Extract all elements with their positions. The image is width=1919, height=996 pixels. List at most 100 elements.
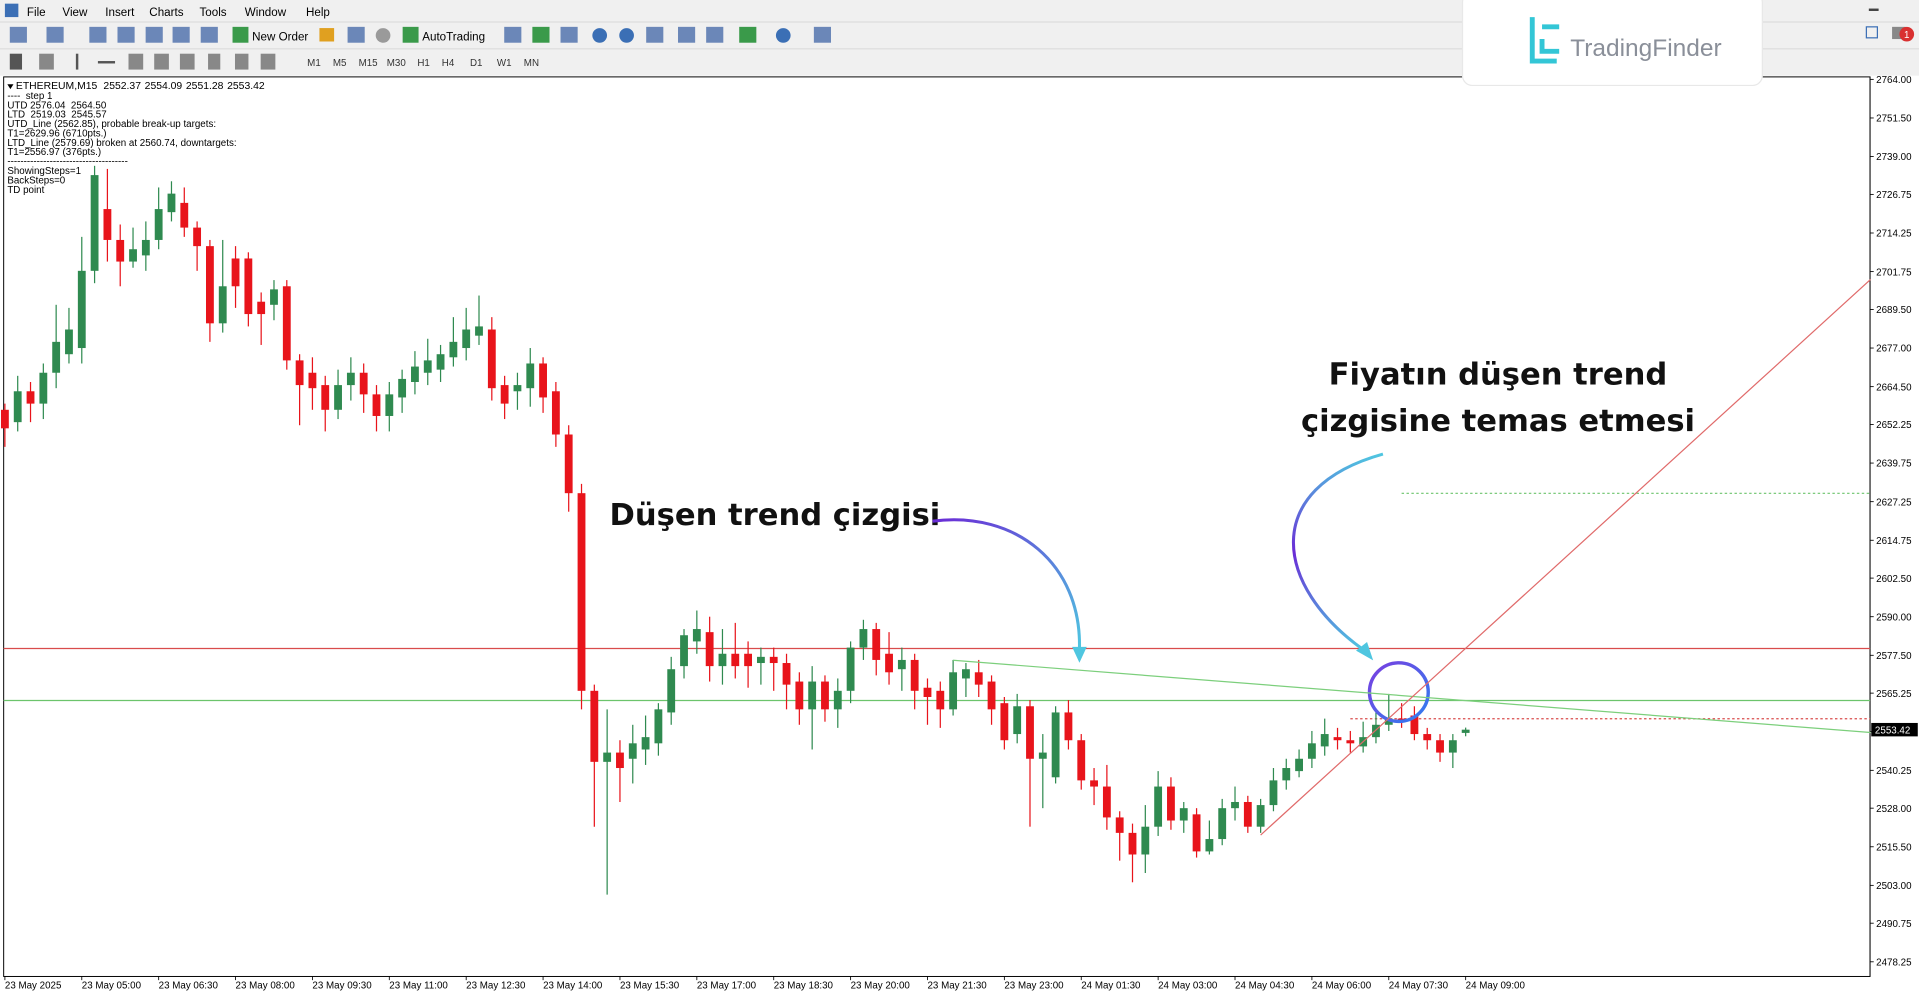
candle-body (885, 653, 893, 673)
icon (319, 28, 335, 42)
candle-body (1243, 801, 1252, 827)
timeframe-button[interactable]: M30 (387, 58, 407, 69)
candle-body (1436, 740, 1444, 753)
candle-body (1128, 832, 1137, 855)
candle-body (411, 366, 419, 383)
menu-item[interactable]: File (27, 6, 46, 19)
icon (208, 53, 221, 70)
y-tick-label: 2503.00 (1876, 881, 1912, 892)
candle-body (897, 659, 906, 670)
x-tick-label: 24 May 03:00 (1158, 981, 1218, 992)
candle-body (1077, 740, 1086, 781)
info-line: UTD_Line (2562.85), probable break-up ta… (7, 119, 216, 130)
candle-body (475, 326, 483, 336)
candle-body (577, 493, 586, 691)
icon (9, 53, 23, 70)
menu-item[interactable]: Tools (199, 6, 226, 19)
arrow (932, 518, 1081, 650)
x-tick-label: 24 May 06:00 (1312, 981, 1372, 992)
info-line: TD point (7, 185, 44, 196)
icon (75, 53, 79, 70)
y-tick-label: 2515.50 (1876, 842, 1912, 853)
icon (232, 26, 249, 43)
x-tick-label: 23 May 14:00 (543, 981, 603, 992)
y-tick-label: 2739.00 (1876, 152, 1912, 163)
x-tick-label: 23 May 21:30 (927, 981, 987, 992)
candle-body (1307, 743, 1316, 759)
timeframe-button[interactable]: MN (524, 58, 539, 69)
y-tick-label: 2751.50 (1876, 114, 1912, 125)
candle-body (1256, 805, 1265, 827)
header-arrow (7, 84, 14, 90)
y-tick-label: 2602.50 (1876, 574, 1912, 585)
icon (172, 26, 190, 43)
candle-body (923, 687, 932, 697)
candle-body (692, 629, 701, 642)
candle-body (1448, 740, 1457, 753)
info-line: ShowingSteps=1 (7, 166, 81, 177)
x-tick-label: 23 May 23:00 (1004, 981, 1064, 992)
candle-body (616, 752, 624, 769)
minimize[interactable] (1868, 8, 1879, 11)
x-tick-label: 23 May 09:30 (312, 981, 372, 992)
x-tick-label: 24 May 09:00 (1466, 981, 1526, 992)
candle-body (1090, 780, 1098, 787)
menu-item[interactable]: Insert (105, 6, 135, 19)
y-tick-label: 2639.75 (1876, 459, 1912, 470)
candle-body (167, 193, 176, 213)
candle-body (1282, 768, 1291, 781)
menu-item[interactable]: Window (245, 6, 287, 19)
logo: TradingFinder (1461, 0, 1763, 87)
trend-line (1260, 279, 1871, 836)
timeframe-button[interactable]: H1 (417, 58, 430, 69)
menu-item[interactable]: View (62, 6, 88, 19)
timeframe-button[interactable]: D1 (470, 58, 483, 69)
menu-item[interactable]: Charts (149, 6, 183, 19)
timeframe-button[interactable]: M15 (359, 58, 379, 69)
search[interactable] (1865, 26, 1879, 39)
toolbar-button[interactable]: AutoTrading (422, 30, 485, 43)
candle-body (769, 656, 778, 664)
candle-body (385, 394, 394, 416)
icon (97, 61, 116, 64)
candle-body (1141, 826, 1150, 855)
icon (532, 26, 550, 43)
y-tick-label: 2627.25 (1876, 497, 1912, 508)
icon (402, 26, 419, 43)
y-tick-label: 2478.25 (1876, 957, 1912, 968)
price-tag (1871, 722, 1918, 737)
x-tick-label: 23 May 17:00 (697, 981, 757, 992)
candle-body (1000, 703, 1009, 741)
candle-body (193, 227, 202, 247)
y-tick-label: 2726.75 (1876, 190, 1912, 201)
header-value: 2554.09 (145, 81, 183, 92)
plot (0, 165, 1871, 895)
toolbar-button[interactable]: New Order (252, 30, 308, 43)
logo-box (1461, 0, 1763, 87)
x-tick-label: 23 May 11:00 (389, 981, 448, 992)
candle-body (680, 635, 688, 667)
menu-item[interactable]: Help (306, 6, 330, 19)
x-tick-label: 23 May 08:00 (236, 981, 296, 992)
candle-body (526, 363, 535, 389)
timeframe-button[interactable]: M1 (307, 58, 321, 69)
candle-body (539, 363, 547, 398)
y-tick-label: 2764.00 (1876, 75, 1912, 86)
candle-body (129, 249, 137, 262)
icon (375, 28, 391, 43)
x-tick-label: 23 May 2025 (5, 981, 62, 992)
timeframe-button[interactable]: M5 (333, 58, 347, 69)
candle-body (436, 354, 445, 370)
candle-body (1410, 715, 1419, 735)
timeframe-button[interactable]: H4 (442, 58, 455, 69)
candle-body (398, 378, 407, 398)
candle-body (1102, 786, 1111, 818)
candle-body (1372, 724, 1380, 738)
arrow (1292, 452, 1384, 652)
candle-body (1064, 712, 1073, 741)
info-line: BackSteps=0 (7, 175, 65, 186)
candle-body (0, 409, 9, 429)
timeframe-button[interactable]: W1 (497, 58, 512, 69)
candle-body (1423, 734, 1432, 741)
price-tag-label: 2553.42 (1875, 725, 1910, 736)
